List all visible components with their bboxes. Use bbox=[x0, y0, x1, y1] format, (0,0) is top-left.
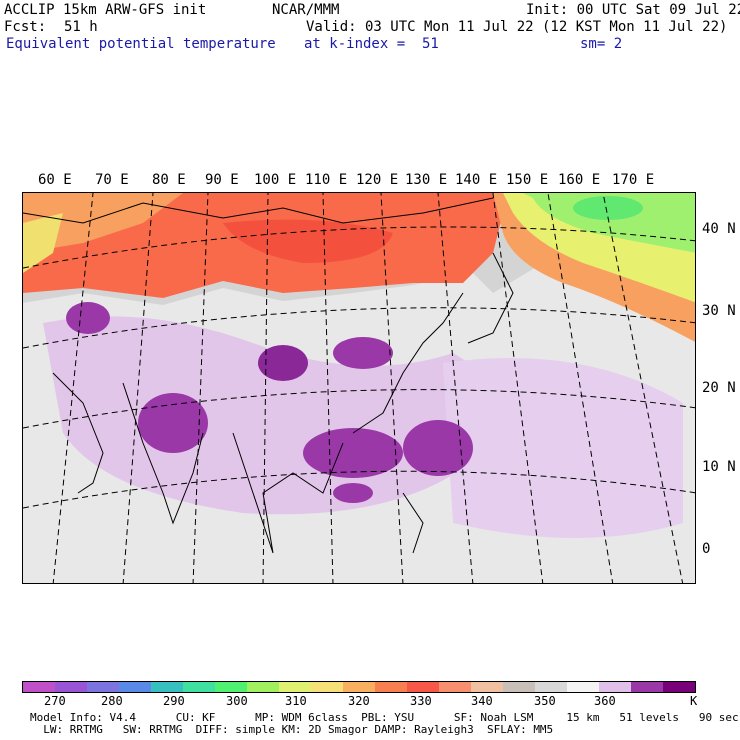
china-maximum-east bbox=[333, 337, 393, 369]
philippine-sea-maximum bbox=[403, 420, 473, 476]
china-maximum-west bbox=[258, 345, 308, 381]
lon-label-6: 120 E bbox=[356, 172, 399, 188]
india-maximum bbox=[138, 393, 208, 453]
pacific-green-core bbox=[573, 196, 643, 220]
pacific-high-theta bbox=[443, 358, 683, 538]
lat-line-20 bbox=[23, 307, 695, 349]
color-bar bbox=[22, 681, 696, 693]
color-bar-swatch-15 bbox=[503, 682, 535, 692]
color-bar-swatch-9 bbox=[311, 682, 343, 692]
color-bar-swatch-4 bbox=[151, 682, 183, 692]
color-bar-swatch-0 bbox=[23, 682, 55, 692]
lon-line-3 bbox=[192, 193, 209, 583]
indochina-coast bbox=[232, 432, 344, 554]
lon-label-8: 140 E bbox=[455, 172, 498, 188]
arabia-coast bbox=[52, 372, 104, 494]
model-info-line2: LW: RRTMG SW: RRTMG DIFF: simple KM: 2D … bbox=[30, 723, 554, 736]
lat-line-30 bbox=[23, 226, 695, 269]
theta-e-field bbox=[23, 193, 695, 583]
lon-line-8 bbox=[492, 193, 544, 583]
color-bar-swatch-17 bbox=[567, 682, 599, 692]
lon-label-10: 160 E bbox=[558, 172, 601, 188]
color-bar-swatch-8 bbox=[279, 682, 311, 692]
lon-label-2: 80 E bbox=[152, 172, 186, 188]
color-bar-swatch-14 bbox=[471, 682, 503, 692]
indochina-maximum bbox=[303, 428, 403, 478]
color-bar-swatch-10 bbox=[343, 682, 375, 692]
color-bar-label-9: 360 bbox=[594, 694, 616, 708]
valid-time: Valid: 03 UTC Mon 11 Jul 22 (12 KST Mon … bbox=[306, 19, 728, 35]
color-bar-swatch-1 bbox=[55, 682, 87, 692]
color-bar-swatch-20 bbox=[663, 682, 695, 692]
coastlines bbox=[23, 197, 514, 554]
lat-line-0 bbox=[23, 470, 695, 509]
color-bar-swatch-2 bbox=[87, 682, 119, 692]
center-label: NCAR/MMM bbox=[272, 2, 340, 18]
pacific-green bbox=[523, 193, 695, 253]
color-bar-label-10: K bbox=[690, 694, 698, 708]
color-bar-label-6: 330 bbox=[410, 694, 432, 708]
pakistan-maximum bbox=[66, 302, 110, 334]
forecast-label: Fcst: bbox=[4, 19, 47, 35]
india-coast bbox=[122, 382, 204, 525]
graticule bbox=[23, 193, 695, 583]
color-bar-label-2: 290 bbox=[163, 694, 185, 708]
scs-maximum bbox=[333, 483, 373, 503]
color-bar-label-5: 320 bbox=[348, 694, 370, 708]
lon-label-0: 60 E bbox=[38, 172, 72, 188]
color-bar-swatch-18 bbox=[599, 682, 631, 692]
color-bar-label-3: 300 bbox=[226, 694, 248, 708]
lat-label-10n: 10 N bbox=[702, 459, 736, 475]
lat-label-20n: 20 N bbox=[702, 380, 736, 396]
northern-border bbox=[23, 197, 494, 224]
color-bar-swatch-12 bbox=[407, 682, 439, 692]
smoothing-label: sm= 2 bbox=[580, 36, 623, 52]
lon-line-1 bbox=[52, 193, 94, 583]
color-bar-swatch-16 bbox=[535, 682, 567, 692]
lon-line-7 bbox=[437, 193, 474, 583]
color-bar-label-4: 310 bbox=[285, 694, 307, 708]
philippines-coast bbox=[402, 492, 424, 554]
model-info-line1: Model Info: V4.4 CU: KF MP: WDM 6class P… bbox=[30, 711, 739, 724]
lon-line-9 bbox=[547, 193, 614, 583]
model-title: ACCLIP 15km ARW-GFS init bbox=[4, 2, 207, 18]
init-time: Init: 00 UTC Sat 09 Jul 22 bbox=[526, 2, 740, 18]
lon-label-9: 150 E bbox=[506, 172, 549, 188]
lon-label-11: 170 E bbox=[612, 172, 655, 188]
lat-line-10 bbox=[23, 389, 695, 429]
color-bar-label-7: 340 bbox=[471, 694, 493, 708]
lon-label-1: 70 E bbox=[95, 172, 129, 188]
color-bar-swatch-13 bbox=[439, 682, 471, 692]
color-bar-swatch-7 bbox=[247, 682, 279, 692]
lon-label-7: 130 E bbox=[405, 172, 448, 188]
lon-line-6 bbox=[380, 193, 404, 583]
lat-label-30n: 30 N bbox=[702, 303, 736, 319]
color-bar-swatch-11 bbox=[375, 682, 407, 692]
lat-label-40n: 40 N bbox=[702, 221, 736, 237]
color-bar-label-0: 270 bbox=[44, 694, 66, 708]
mongolia-warm bbox=[223, 219, 393, 263]
lon-line-4 bbox=[262, 193, 269, 583]
color-bar-label-8: 350 bbox=[534, 694, 556, 708]
china-coast bbox=[352, 292, 464, 434]
lon-label-4: 100 E bbox=[254, 172, 297, 188]
map-panel bbox=[22, 192, 696, 584]
forecast-hour: 51 h bbox=[64, 19, 98, 35]
color-bar-swatch-6 bbox=[215, 682, 247, 692]
japan-coast bbox=[467, 252, 514, 344]
lon-label-3: 90 E bbox=[205, 172, 239, 188]
color-bar-swatch-19 bbox=[631, 682, 663, 692]
level-label: at k-index = 51 bbox=[304, 36, 439, 52]
northwest-yellow bbox=[23, 213, 63, 273]
lat-label-0: 0 bbox=[702, 541, 711, 557]
lon-line-10 bbox=[602, 193, 684, 583]
field-name: Equivalent potential temperature bbox=[6, 36, 276, 52]
color-bar-swatch-5 bbox=[183, 682, 215, 692]
color-bar-label-1: 280 bbox=[101, 694, 123, 708]
lon-label-5: 110 E bbox=[305, 172, 348, 188]
color-bar-swatch-3 bbox=[119, 682, 151, 692]
lon-line-5 bbox=[322, 193, 334, 583]
northwest-warm bbox=[23, 193, 183, 253]
lon-line-2 bbox=[122, 193, 154, 583]
